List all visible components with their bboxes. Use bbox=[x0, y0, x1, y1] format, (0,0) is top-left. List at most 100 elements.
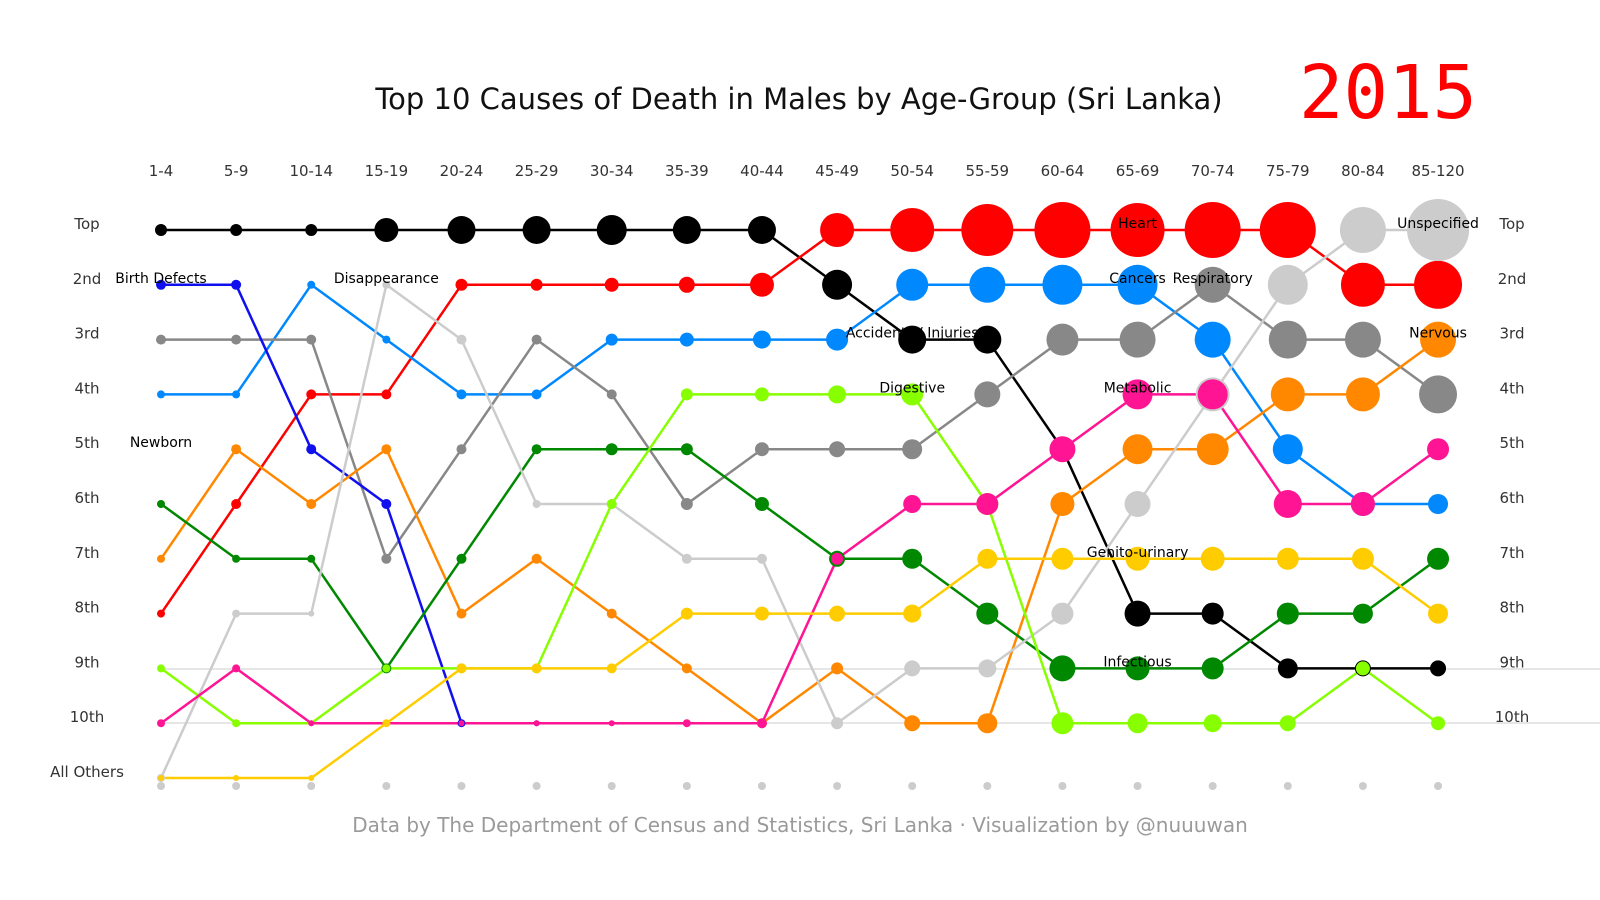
rank-label-left: 6th bbox=[75, 489, 100, 507]
series-point bbox=[1259, 202, 1316, 258]
all-others-point bbox=[1434, 782, 1443, 790]
all-others-point bbox=[1358, 782, 1367, 790]
rank-label-left: 5th bbox=[75, 434, 100, 452]
rank-axis-right: Top 2nd 3rd 4th 5th 6th 7th 8th 9th 10th bbox=[1495, 215, 1529, 726]
series-point bbox=[1345, 377, 1380, 412]
series-point bbox=[1270, 377, 1305, 412]
series-point bbox=[1034, 202, 1091, 258]
series-point bbox=[232, 664, 241, 673]
series-point bbox=[974, 381, 1001, 408]
age-label: 1-4 bbox=[149, 162, 174, 180]
series-point bbox=[1203, 714, 1222, 733]
series-point bbox=[1350, 492, 1375, 516]
age-label: 75-79 bbox=[1266, 162, 1310, 180]
series-point bbox=[232, 554, 241, 563]
series-point bbox=[382, 719, 391, 728]
series-point bbox=[679, 332, 694, 347]
series-point bbox=[1119, 321, 1156, 358]
rank-label-left: 10th bbox=[70, 708, 104, 726]
series-point bbox=[1201, 602, 1224, 625]
series-point bbox=[1184, 202, 1241, 258]
cause-label: Heart bbox=[1118, 216, 1157, 232]
series-point bbox=[531, 334, 542, 345]
rank-label-left: All Others bbox=[50, 763, 124, 781]
series-point bbox=[605, 443, 618, 456]
series-point bbox=[382, 335, 391, 344]
series-point bbox=[1201, 657, 1224, 680]
series-point bbox=[157, 719, 165, 728]
series-point bbox=[901, 383, 924, 406]
age-label: 85-120 bbox=[1411, 162, 1464, 180]
series-point bbox=[156, 334, 166, 345]
series-point bbox=[604, 277, 619, 292]
series-point bbox=[606, 608, 617, 619]
age-label: 25-29 bbox=[515, 162, 559, 180]
series-point bbox=[1194, 266, 1231, 303]
series-point bbox=[606, 663, 617, 674]
chart-title: Top 10 Causes of Death in Males by Age-G… bbox=[374, 82, 1222, 116]
series-point bbox=[1431, 716, 1446, 731]
rank-label-left: 7th bbox=[75, 544, 100, 562]
series-point bbox=[232, 719, 241, 728]
series-point bbox=[1355, 661, 1370, 676]
series-point bbox=[831, 552, 844, 565]
series-line bbox=[159, 228, 1439, 615]
series-point bbox=[1414, 260, 1463, 309]
series-point bbox=[1351, 547, 1374, 570]
rank-label-right: Top bbox=[1498, 215, 1524, 233]
series-point bbox=[680, 607, 693, 620]
rank-label-left: 4th bbox=[75, 379, 100, 397]
series-point bbox=[831, 662, 844, 675]
series-point bbox=[532, 500, 541, 508]
series-point bbox=[606, 499, 617, 509]
cause-label: Nervous bbox=[1409, 326, 1467, 342]
series-point bbox=[381, 444, 392, 455]
series-point bbox=[382, 280, 391, 289]
series-point bbox=[977, 548, 998, 569]
series-point bbox=[522, 216, 551, 244]
series-line bbox=[160, 393, 1439, 725]
series-point bbox=[749, 272, 774, 297]
series-point bbox=[157, 609, 165, 618]
all-others-point bbox=[757, 782, 766, 790]
series-point bbox=[682, 719, 691, 728]
series-point bbox=[756, 553, 767, 564]
series-point bbox=[456, 608, 467, 619]
series-point bbox=[1407, 199, 1470, 261]
series-point bbox=[1127, 713, 1148, 734]
series-point bbox=[1122, 379, 1153, 410]
series-point bbox=[756, 718, 767, 729]
series-point bbox=[747, 216, 776, 244]
all-others-point bbox=[983, 782, 992, 790]
all-others-point bbox=[682, 782, 691, 790]
rank-label-right: 6th bbox=[1500, 489, 1525, 507]
series-point bbox=[1428, 603, 1449, 624]
series-point bbox=[1339, 207, 1386, 253]
age-label: 50-54 bbox=[890, 162, 934, 180]
series-point bbox=[1050, 492, 1075, 516]
series-line bbox=[160, 447, 1439, 670]
series-point bbox=[969, 266, 1006, 303]
series-point bbox=[1427, 547, 1450, 570]
series-point bbox=[1276, 547, 1299, 570]
series-point bbox=[976, 602, 999, 625]
series-point bbox=[381, 553, 392, 564]
age-label: 55-59 bbox=[966, 162, 1010, 180]
series-point bbox=[308, 775, 315, 781]
rank-label-right: 9th bbox=[1500, 653, 1525, 671]
series-point bbox=[898, 325, 927, 354]
series-point bbox=[1340, 262, 1385, 307]
rank-label-right: 4th bbox=[1500, 379, 1525, 397]
series-point bbox=[1049, 436, 1076, 463]
rank-label-left: 2nd bbox=[73, 270, 102, 288]
series-point bbox=[231, 444, 242, 455]
age-label: 60-64 bbox=[1041, 162, 1085, 180]
series-point bbox=[233, 775, 240, 781]
series-point bbox=[382, 664, 391, 673]
all-others-point bbox=[1058, 782, 1067, 790]
rank-label-left: 3rd bbox=[75, 325, 100, 343]
series-point bbox=[1124, 600, 1151, 627]
series-point bbox=[680, 443, 693, 456]
series-point bbox=[232, 609, 241, 618]
